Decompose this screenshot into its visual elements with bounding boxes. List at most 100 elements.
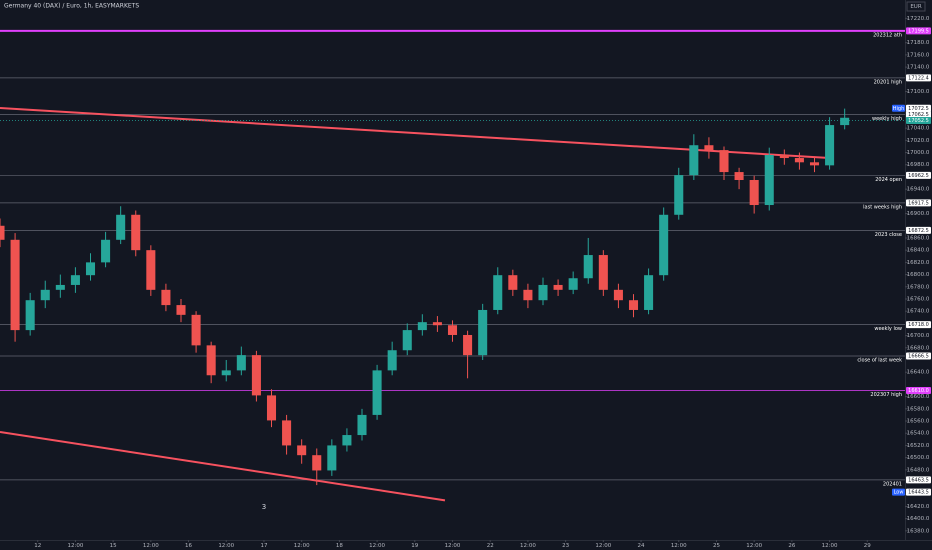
level-price-box bbox=[906, 387, 931, 395]
candle-body bbox=[101, 239, 111, 263]
candle-body bbox=[70, 275, 80, 285]
candle-body bbox=[402, 330, 412, 351]
y-tick-label: 17040.0 bbox=[907, 126, 930, 132]
level-label: weekly high bbox=[872, 116, 902, 122]
y-tick-label: 16560.0 bbox=[907, 419, 930, 425]
x-tick-label: 12:00 bbox=[520, 543, 536, 549]
tag-name: Low bbox=[894, 490, 904, 496]
y-tick-label: 16780.0 bbox=[907, 284, 930, 290]
candle-body bbox=[644, 275, 654, 310]
y-tick-label: 17000.0 bbox=[907, 150, 930, 156]
x-tick-label: 19 bbox=[411, 543, 418, 549]
candle-body bbox=[553, 284, 563, 290]
candle-body bbox=[206, 345, 216, 376]
level-price: 17062.5 bbox=[908, 112, 929, 118]
x-tick-label: 12:00 bbox=[595, 543, 611, 549]
y-tick-label: 16600.0 bbox=[907, 394, 930, 400]
level-price-box bbox=[906, 27, 931, 35]
tag-name-box bbox=[892, 104, 905, 112]
x-tick-label: 12:00 bbox=[143, 543, 159, 549]
candle-body bbox=[176, 305, 186, 315]
y-tick-label: 17160.0 bbox=[907, 52, 930, 58]
candle-body bbox=[598, 255, 608, 290]
candle-body bbox=[478, 309, 488, 356]
candle-body bbox=[583, 255, 593, 279]
y-tick-label: 16740.0 bbox=[907, 309, 930, 315]
level-label: 2023 close bbox=[875, 232, 902, 238]
x-tick-label: 25 bbox=[713, 543, 720, 549]
candle-body bbox=[840, 117, 850, 126]
x-tick-label: 23 bbox=[562, 543, 569, 549]
y-tick-label: 16520.0 bbox=[907, 443, 930, 449]
x-tick-label: 12:00 bbox=[67, 543, 83, 549]
y-tick-label: 16800.0 bbox=[907, 272, 930, 278]
candle-body bbox=[825, 125, 835, 166]
level-price: 16962.5 bbox=[908, 173, 929, 179]
y-tick-label: 17220.0 bbox=[907, 16, 930, 22]
y-tick-label: 16980.0 bbox=[907, 162, 930, 168]
candle-body bbox=[764, 154, 774, 206]
candle-body bbox=[538, 284, 548, 301]
candle-body bbox=[689, 145, 699, 176]
candle-body bbox=[372, 370, 382, 415]
x-tick-label: 18 bbox=[336, 543, 343, 549]
y-tick-label: 16500.0 bbox=[907, 455, 930, 461]
tag-name-box bbox=[892, 488, 905, 496]
tag-price: 16443.5 bbox=[908, 490, 929, 496]
x-tick-label: 22 bbox=[487, 543, 494, 549]
y-tick-label: 16860.0 bbox=[907, 235, 930, 241]
candle-body bbox=[116, 214, 126, 240]
level-price: 16610.0 bbox=[908, 388, 929, 394]
x-tick-label: 12:00 bbox=[746, 543, 762, 549]
y-tick-label: 16420.0 bbox=[907, 504, 930, 510]
y-tick-label: 17180.0 bbox=[907, 40, 930, 46]
x-tick-label: 12:00 bbox=[445, 543, 461, 549]
candle-body bbox=[342, 435, 352, 446]
level-price-box bbox=[906, 74, 931, 82]
candle-body bbox=[146, 250, 156, 290]
y-tick-label: 16400.0 bbox=[907, 516, 930, 522]
candle-body bbox=[55, 284, 65, 290]
level-price: 16718.0 bbox=[908, 322, 929, 328]
y-tick-label: 16580.0 bbox=[907, 406, 930, 412]
candle-body bbox=[266, 395, 277, 421]
tag-price-box bbox=[906, 104, 931, 112]
candle-body bbox=[493, 275, 503, 310]
candle-body bbox=[297, 445, 307, 456]
tag-name: High bbox=[893, 106, 905, 112]
level-price: 16872.5 bbox=[908, 228, 929, 234]
candle-body bbox=[131, 214, 141, 251]
candle-body bbox=[191, 314, 201, 346]
x-tick-label: 12 bbox=[34, 543, 41, 549]
chart-title: Germany 40 (DAX) / Euro, 1h, EASYMARKETS bbox=[4, 3, 139, 10]
candle-body bbox=[40, 289, 50, 301]
y-tick-label: 16480.0 bbox=[907, 467, 930, 473]
tag-price: 17072.5 bbox=[908, 106, 929, 112]
level-price: 16463.5 bbox=[908, 477, 929, 483]
candle-body bbox=[749, 180, 759, 206]
y-tick-label: 16680.0 bbox=[907, 345, 930, 351]
candle-body bbox=[659, 214, 669, 276]
currency: EUR bbox=[910, 4, 922, 10]
candle-body bbox=[161, 289, 171, 306]
candle-body bbox=[387, 350, 397, 371]
tag-price-box bbox=[906, 488, 931, 496]
candle-body bbox=[282, 420, 292, 446]
candle-body bbox=[25, 300, 35, 331]
candle-body bbox=[0, 225, 5, 240]
level-label: last weeks high bbox=[863, 204, 902, 210]
x-tick-label: 12:00 bbox=[671, 543, 687, 549]
last-price: 17052.5 bbox=[908, 118, 929, 124]
candle-body bbox=[674, 175, 684, 215]
x-tick-label: 12:00 bbox=[294, 543, 310, 549]
y-tick-label: 16760.0 bbox=[907, 296, 930, 302]
level-label: 2024 open bbox=[875, 177, 902, 183]
y-tick-label: 17100.0 bbox=[907, 89, 930, 95]
candle-body bbox=[734, 172, 744, 180]
candle-body bbox=[809, 162, 820, 166]
y-tick-label: 16640.0 bbox=[907, 370, 930, 376]
level-label: close of last week bbox=[857, 358, 902, 364]
